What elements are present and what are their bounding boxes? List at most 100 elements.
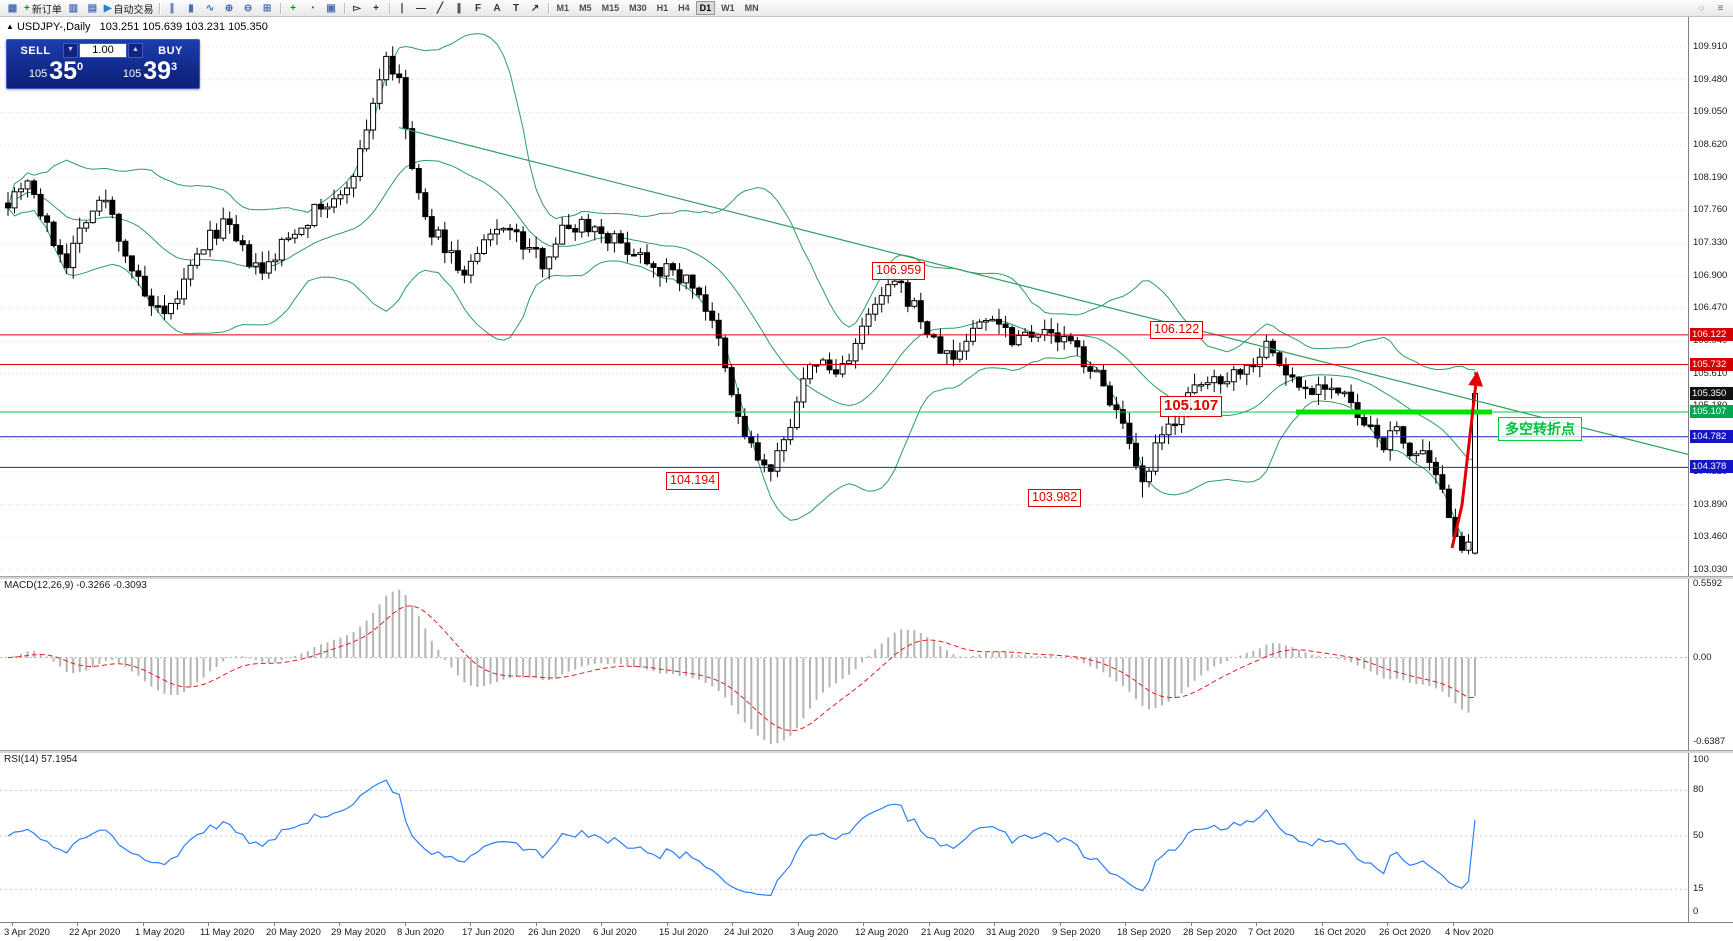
toolbar-more-icon[interactable]: ≡ [1717, 2, 1724, 14]
timeframe-M1[interactable]: M1 [556, 3, 570, 13]
rsi-scale-label: 100 [1693, 754, 1709, 765]
market-watch-icon[interactable]: ▤ [83, 1, 102, 15]
time-axis-label: 4 Nov 2020 [1445, 927, 1494, 938]
symbol-ohlc: 103.251 105.639 103.231 105.350 [99, 21, 268, 33]
zoom-in-icon[interactable]: ⊕ [220, 1, 239, 15]
vertical-line-icon[interactable]: ∣ [393, 1, 412, 15]
time-axis-tick [339, 923, 340, 926]
price-chart-canvas[interactable] [0, 16, 1688, 576]
volume-input[interactable]: 1.00 [79, 43, 127, 58]
timeframe-H4[interactable]: H4 [678, 3, 690, 13]
new-order-button[interactable]: + 新订单 [22, 1, 64, 16]
time-axis-tick [1453, 923, 1454, 926]
time-axis-tick [1387, 923, 1388, 926]
candlestick-chart-icon[interactable]: ▮ [182, 1, 201, 15]
sell-price[interactable]: 105 35 0 [9, 59, 103, 86]
buy-price[interactable]: 105 39 3 [103, 59, 197, 86]
new-order-button: + [24, 2, 30, 14]
panel-splitter-macd[interactable] [0, 576, 1733, 579]
add-indicator-icon[interactable]: + [284, 1, 303, 15]
time-axis-label: 26 Oct 2020 [1379, 927, 1431, 938]
price-axis-label: 107.330 [1693, 237, 1728, 248]
vertical-line-icon: ∣ [399, 2, 405, 14]
market-watch-icon: ▤ [87, 2, 98, 14]
timeframe-W1[interactable]: W1 [721, 3, 735, 13]
time-axis-label: 20 May 2020 [266, 927, 321, 938]
chart-settings-icon[interactable]: ◔ [303, 1, 322, 15]
time-axis-label: 17 Jun 2020 [462, 927, 515, 938]
horizontal-line-icon[interactable]: ― [412, 1, 431, 15]
arrows-icon[interactable]: ↗ [526, 1, 545, 15]
tile-windows-icon[interactable]: ⊞ [258, 1, 277, 15]
rsi-scale-label: 80 [1693, 784, 1704, 795]
time-axis-label: 6 Jul 2020 [593, 927, 637, 938]
auto-trading-button: ▶ [103, 2, 112, 14]
macd-panel-canvas[interactable] [0, 578, 1688, 750]
rsi-label: RSI(14) 57.1954 [4, 754, 78, 765]
price-annotation[interactable]: 105.107 [1160, 396, 1223, 417]
timeframe-M15[interactable]: M15 [601, 3, 620, 13]
channel-icon: ∥ [456, 2, 462, 14]
add-indicator-icon: + [290, 2, 296, 14]
price-axis-label: 109.050 [1693, 106, 1728, 117]
timeframe-D1[interactable]: D1 [695, 1, 716, 15]
auto-trading-button-label: 自动交易 [113, 4, 154, 16]
timeframe-H1[interactable]: H1 [656, 3, 669, 13]
toolbar-groups: ▦ + 新订单 ▥ ▤ ▶ 自动交易 ∥ ▮ ∿ ⊕ ⊖ ⊞ + ◔ ▣ ▻ + ∣ ― ╱ ∥ F A T ↗ [3, 1, 545, 16]
timeframe-M5[interactable]: M5 [579, 3, 592, 13]
horizontal-line-icon: ― [416, 2, 427, 14]
quick-search-icon[interactable]: ◌ [1698, 2, 1705, 14]
fibonacci-icon[interactable]: F [469, 1, 488, 15]
turning-point-label[interactable]: 多空转折点 [1498, 417, 1582, 441]
price-annotation[interactable]: 103.982 [1028, 489, 1082, 507]
time-axis-tick [208, 923, 209, 926]
rsi-panel-canvas[interactable] [0, 752, 1688, 922]
templates-icon[interactable]: ▣ [322, 1, 341, 15]
price-axis[interactable]: 109.910 109.480 109.050 108.620 108.190 107.7… [1688, 16, 1733, 922]
candlestick-chart-icon: ▮ [188, 2, 194, 14]
price-axis-label: 103.030 [1693, 564, 1728, 575]
panel-splitter-rsi[interactable] [0, 750, 1733, 753]
macd-label: MACD(12,26,9) -0.3266 -0.3093 [4, 580, 147, 591]
channel-icon[interactable]: ∥ [450, 1, 469, 15]
timeframe-M30[interactable]: M30 [629, 3, 647, 13]
crosshair-icon[interactable]: + [367, 1, 386, 15]
time-axis-label: 31 Aug 2020 [986, 927, 1040, 938]
time-axis-label: 21 Aug 2020 [921, 927, 975, 938]
auto-trading-button[interactable]: ▶ 自动交易 [102, 1, 156, 16]
zoom-out-icon[interactable]: ⊖ [239, 1, 258, 15]
time-axis-label: 8 Jun 2020 [397, 927, 445, 938]
sell-button[interactable]: SELL [20, 44, 51, 57]
new-chart-icon[interactable]: ▦ [3, 1, 22, 15]
toolbar-right: ◌ ≡ [1692, 1, 1730, 15]
macd-values: -0.3266 -0.3093 [76, 580, 147, 591]
time-axis-tick [601, 923, 602, 926]
toolbar-separator [388, 2, 390, 14]
price-annotation[interactable]: 106.122 [1150, 321, 1204, 339]
price-annotation[interactable]: 106.959 [872, 262, 926, 280]
cursor-icon[interactable]: ▻ [348, 1, 367, 15]
timeframe-MN[interactable]: MN [744, 3, 759, 13]
time-axis-tick [77, 923, 78, 926]
chart-settings-icon: ◔ [309, 2, 316, 14]
sell-price-prefix: 105 [28, 68, 48, 80]
price-axis-label: 103.460 [1693, 531, 1728, 542]
line-chart-icon[interactable]: ∿ [201, 1, 220, 15]
label-icon[interactable]: T [507, 1, 526, 15]
trendline-icon[interactable]: ╱ [431, 1, 450, 15]
volume-increase-button[interactable]: ▲ [128, 43, 143, 58]
time-axis[interactable]: 3 Apr 2020 22 Apr 2020 1 May 2020 11 May 20… [0, 922, 1733, 941]
price-tag: 105.350 [1690, 387, 1733, 400]
time-axis-label: 7 Oct 2020 [1248, 927, 1295, 938]
chart-profiles-icon[interactable]: ▥ [64, 1, 83, 15]
volume-decrease-button[interactable]: ▼ [63, 43, 78, 58]
price-tag: 104.378 [1690, 460, 1733, 473]
buy-price-sup: 3 [171, 61, 178, 73]
rsi-value: 57.1954 [41, 754, 78, 765]
sell-price-big: 35 [49, 57, 78, 85]
price-annotation[interactable]: 104.194 [666, 472, 720, 490]
ohlc-bars-icon[interactable]: ∥ [163, 1, 182, 15]
buy-button[interactable]: BUY [158, 44, 183, 57]
time-axis-tick [863, 923, 864, 926]
text-icon[interactable]: A [488, 1, 507, 15]
